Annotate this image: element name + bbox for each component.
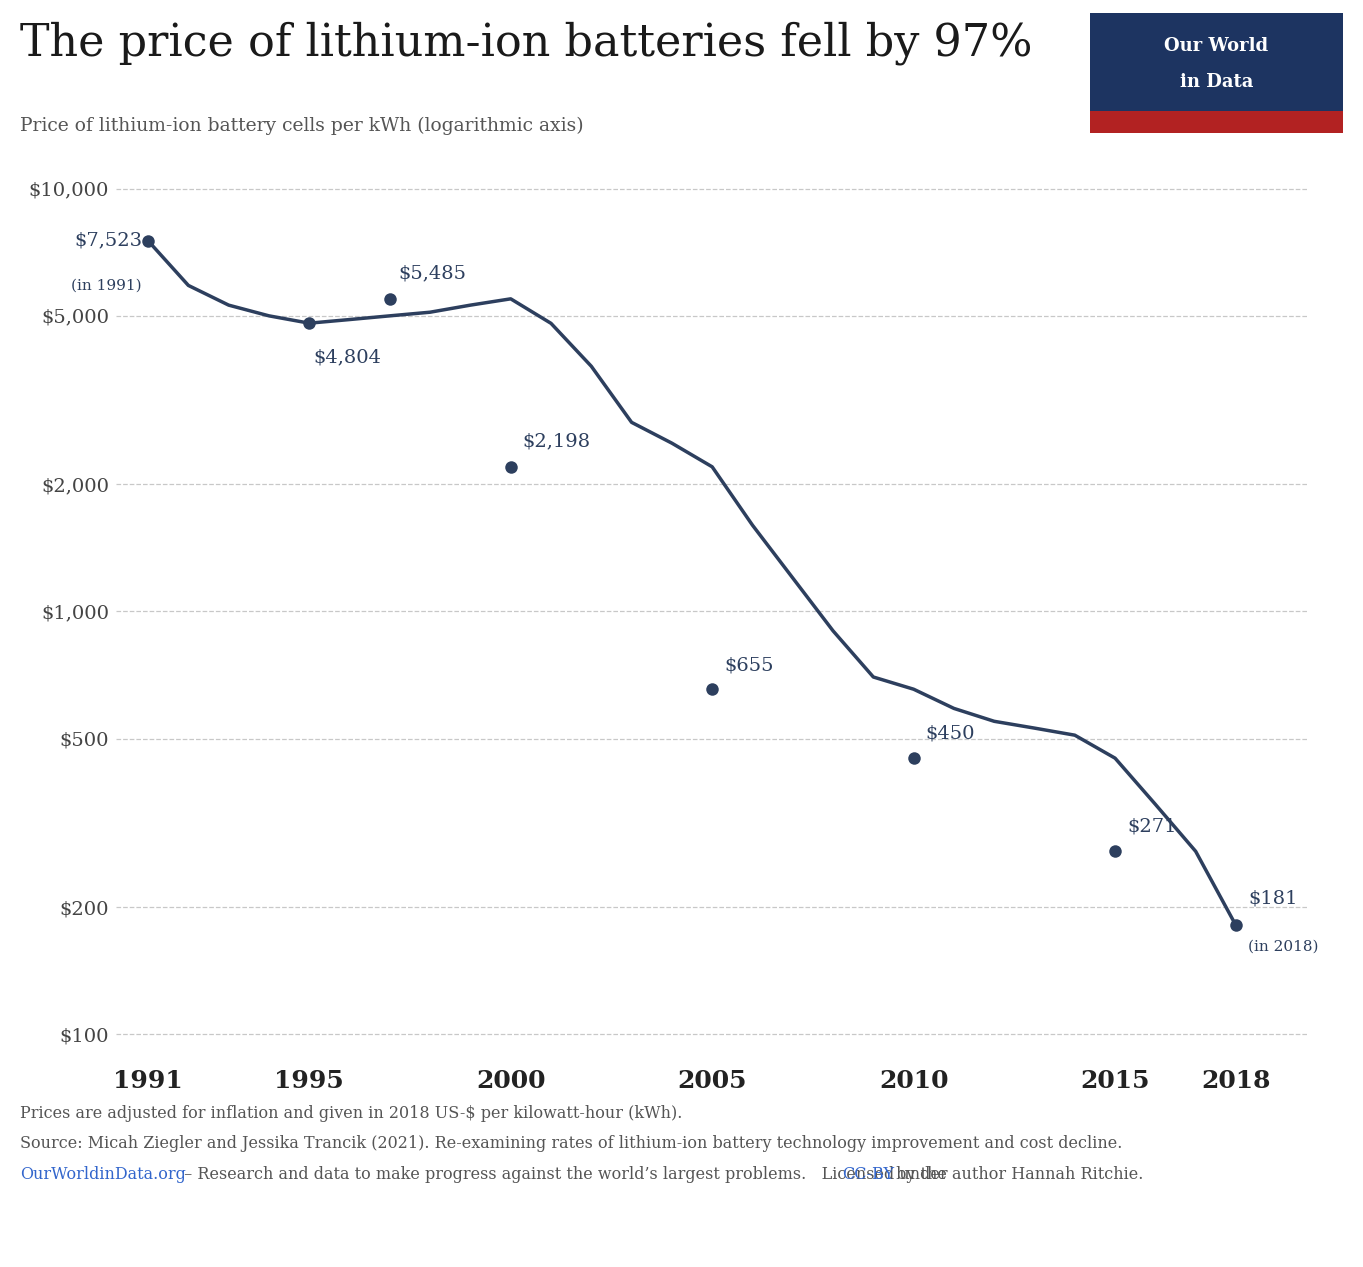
Text: (in 1991): (in 1991): [71, 279, 142, 293]
Text: – Research and data to make progress against the world’s largest problems.   Lic: – Research and data to make progress aga…: [179, 1166, 953, 1182]
Text: Our World: Our World: [1164, 37, 1269, 56]
Text: The price of lithium-ion batteries fell by 97%: The price of lithium-ion batteries fell …: [20, 22, 1033, 65]
Text: by the author Hannah Ritchie.: by the author Hannah Ritchie.: [891, 1166, 1144, 1182]
Text: $5,485: $5,485: [398, 265, 466, 283]
Text: Source: Micah Ziegler and Jessika Trancik (2021). Re-examining rates of lithium-: Source: Micah Ziegler and Jessika Tranci…: [20, 1135, 1123, 1152]
Bar: [1090, 13, 1343, 111]
Text: $271: $271: [1127, 817, 1176, 836]
Bar: [1090, 111, 1343, 133]
Text: $655: $655: [724, 656, 774, 674]
Text: CC-BY: CC-BY: [842, 1166, 894, 1182]
Text: Price of lithium-ion battery cells per kWh (logarithmic axis): Price of lithium-ion battery cells per k…: [20, 117, 585, 134]
Text: $450: $450: [925, 725, 975, 742]
Text: OurWorldinData.org: OurWorldinData.org: [20, 1166, 187, 1182]
Text: Prices are adjusted for inflation and given in 2018 US-$ per kilowatt-hour (kWh): Prices are adjusted for inflation and gi…: [20, 1105, 683, 1121]
Text: in Data: in Data: [1180, 73, 1253, 91]
Text: $181: $181: [1249, 889, 1298, 907]
Text: $4,804: $4,804: [313, 348, 382, 366]
Text: $2,198: $2,198: [523, 432, 592, 451]
Text: $7,523: $7,523: [74, 232, 142, 250]
Text: (in 2018): (in 2018): [1249, 939, 1318, 953]
